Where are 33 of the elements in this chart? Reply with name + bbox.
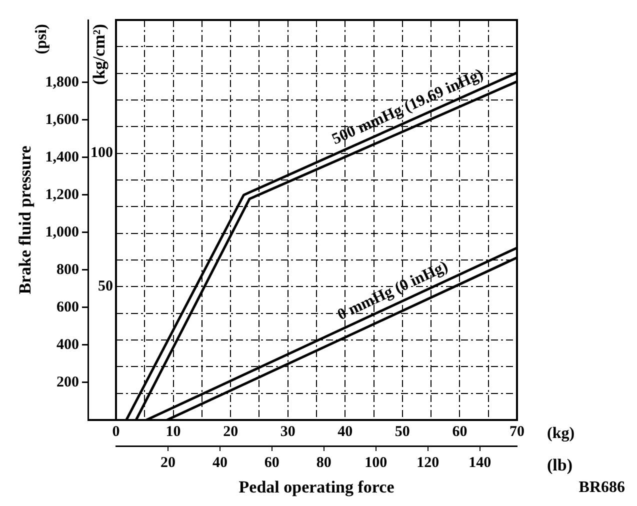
y2-tick-label: 100 [90,145,113,162]
x-tick-label: 0 [112,424,120,440]
x2-tick-label: 80 [316,454,332,471]
y-tick-label: 1,600 [45,112,79,128]
x-tick-label: 70 [510,424,524,440]
x-axis-title: Pedal operating force [238,477,395,496]
y-tick-label: 1,800 [45,74,79,90]
x2-tick-label: 40 [212,454,228,471]
y-axis-title: Brake fluid pressure [15,145,34,294]
x2-tick-label: 120 [416,454,440,471]
x2-axis-title: (lb) [547,455,572,474]
y2-tick-label: 50 [98,278,113,295]
x-tick-label: 40 [338,424,353,440]
x-tick-label: 10 [166,424,181,440]
x-tick-label: 20 [223,424,238,440]
y-tick-label: 600 [56,299,79,316]
x2-tick-label: 140 [468,454,492,471]
y-tick-label: 1,400 [45,149,79,166]
y-tick-label: 1,200 [45,186,79,203]
y-tick-label: 400 [56,336,79,353]
text: (kg) [547,425,575,442]
y2-axis-title: (kg/cm²) [89,24,108,85]
x2-tick-label: 100 [364,454,388,471]
x-tick-label: 50 [394,424,410,440]
x-tick-label: 60 [452,424,468,440]
y-tick-label: 200 [56,374,79,390]
x2-tick-label: 60 [264,454,280,471]
y-tick-label: 1,000 [45,224,79,240]
x-tick-label: 30 [280,424,296,440]
x2-tick-label: 20 [160,454,176,471]
text: BR686 [578,479,625,496]
text: (psi) [33,24,50,54]
y-tick-label: 800 [56,262,79,278]
